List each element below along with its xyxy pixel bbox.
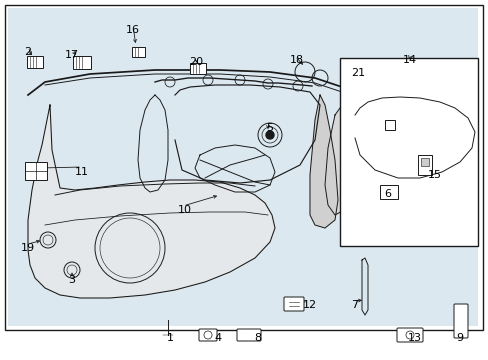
Text: 20: 20 [188,57,203,67]
Bar [8,8,477,326]
Polygon shape [309,95,337,228]
Bar [420,158,428,166]
Bar [25,162,47,180]
Bar [73,56,91,69]
Bar [384,120,394,130]
FancyBboxPatch shape [453,304,467,338]
Text: 7: 7 [351,300,358,310]
Text: 13: 13 [407,333,421,343]
Bar [190,63,205,74]
Text: 17: 17 [65,50,79,60]
Bar [417,155,431,175]
Text: 15: 15 [427,170,441,180]
FancyBboxPatch shape [396,328,422,342]
Text: 10: 10 [178,205,192,215]
Text: 21: 21 [350,68,365,78]
Text: 1: 1 [166,333,173,343]
Text: 12: 12 [303,300,316,310]
Text: 16: 16 [126,25,140,35]
Text: 8: 8 [254,333,261,343]
Bar [379,185,397,199]
Bar [132,47,145,57]
Polygon shape [28,105,274,298]
FancyBboxPatch shape [237,329,261,341]
Bar [339,58,477,246]
Text: 19: 19 [21,243,35,253]
Polygon shape [325,100,377,215]
Text: 5: 5 [266,123,273,133]
FancyBboxPatch shape [284,297,304,311]
Text: 4: 4 [214,333,221,343]
Circle shape [265,131,273,139]
Text: 3: 3 [68,275,75,285]
Text: 11: 11 [75,167,89,177]
Text: 9: 9 [455,333,463,343]
Bar [27,56,43,68]
Text: 2: 2 [24,47,32,57]
Text: 14: 14 [402,55,416,65]
Text: 6: 6 [384,189,391,199]
Text: 18: 18 [289,55,304,65]
FancyBboxPatch shape [199,329,217,341]
